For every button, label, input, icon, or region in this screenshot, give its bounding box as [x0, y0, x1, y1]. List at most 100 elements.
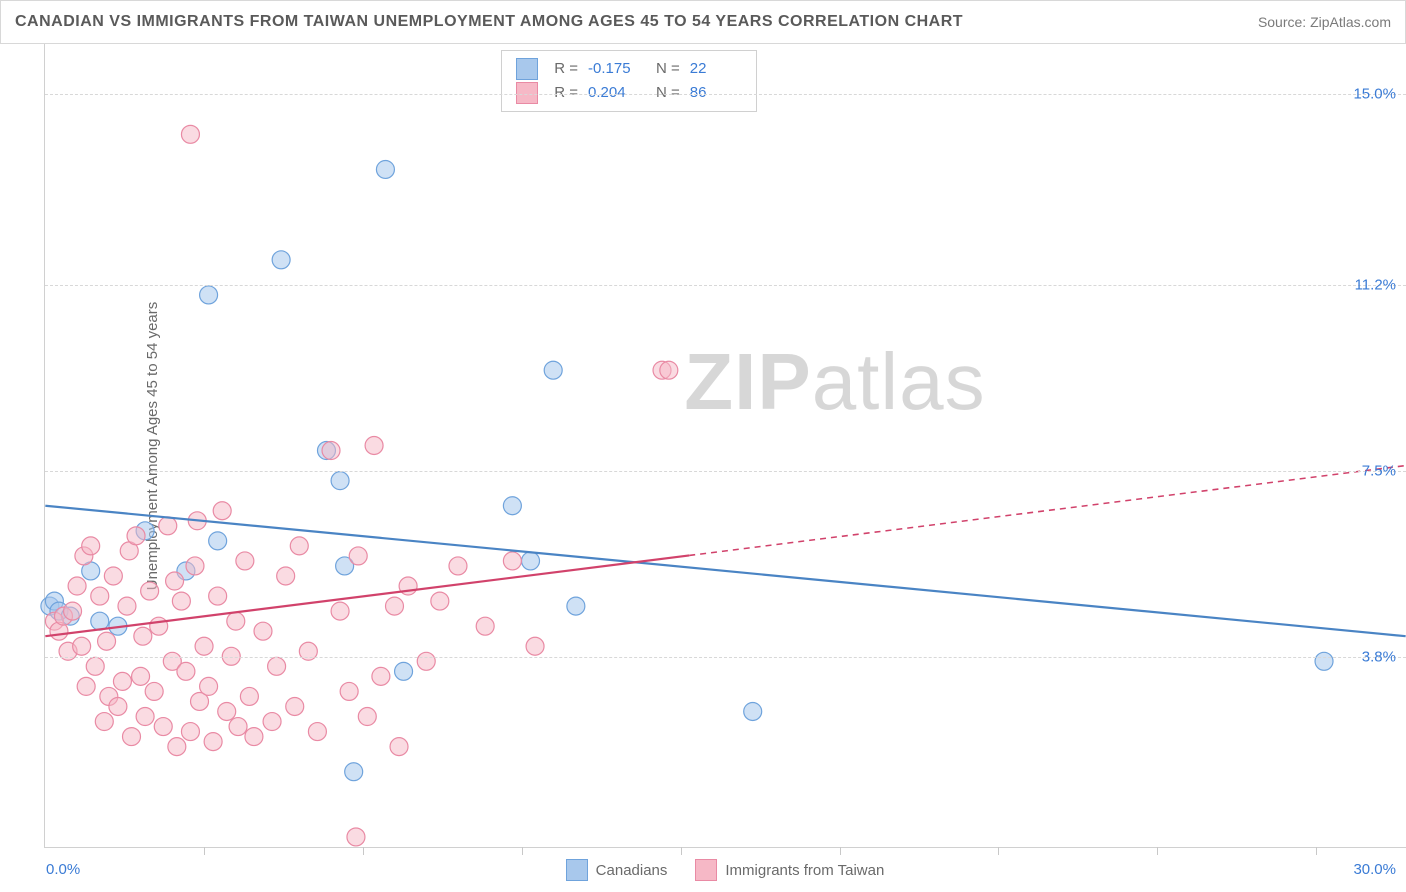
immigrants-point — [159, 517, 177, 535]
canadians-point — [567, 597, 585, 615]
legend-swatch — [516, 82, 538, 104]
n-value: 86 — [690, 81, 742, 105]
immigrants-point — [268, 657, 286, 675]
chart-title: CANADIAN VS IMMIGRANTS FROM TAIWAN UNEMP… — [15, 13, 1258, 31]
immigrants-point — [145, 682, 163, 700]
n-label: N = — [656, 81, 680, 105]
immigrants-point — [113, 672, 131, 690]
immigrants-point — [209, 587, 227, 605]
immigrants-point — [476, 617, 494, 635]
immigrants-point — [181, 125, 199, 143]
immigrants-trendline-extrapolated — [689, 466, 1405, 556]
gridline — [45, 285, 1406, 286]
immigrants-point — [154, 718, 172, 736]
n-label: N = — [656, 57, 680, 81]
immigrants-point — [236, 552, 254, 570]
immigrants-point — [172, 592, 190, 610]
y-tick-label: 7.5% — [1362, 463, 1396, 480]
immigrants-point — [82, 537, 100, 555]
correlation-legend-row: R =0.204N =86 — [516, 81, 742, 105]
y-tick-label: 3.8% — [1362, 649, 1396, 666]
immigrants-point — [123, 728, 141, 746]
immigrants-point — [91, 587, 109, 605]
immigrants-point — [322, 442, 340, 460]
gridline — [45, 94, 1406, 95]
canadians-point — [376, 160, 394, 178]
canadians-point — [522, 552, 540, 570]
r-value: -0.175 — [588, 57, 640, 81]
canadians-point — [395, 662, 413, 680]
immigrants-point — [168, 738, 186, 756]
immigrants-point — [200, 677, 218, 695]
correlation-legend-row: R = -0.175 N = 22 — [516, 57, 742, 81]
canadians-point — [744, 703, 762, 721]
immigrants-point — [95, 713, 113, 731]
immigrants-point — [308, 723, 326, 741]
correlation-legend: R =-0.175N =22R =0.204N =86 — [501, 50, 757, 112]
r-label: R = — [554, 81, 578, 105]
immigrants-point — [240, 687, 258, 705]
chart-svg — [45, 44, 1406, 847]
immigrants-point — [98, 632, 116, 650]
source-attribution: Source: ZipAtlas.com — [1258, 14, 1391, 30]
immigrants-point — [86, 657, 104, 675]
n-value: 22 — [690, 57, 742, 81]
immigrants-point — [177, 662, 195, 680]
legend-item: Immigrants from Taiwan — [695, 859, 884, 881]
legend-item: Canadians — [566, 859, 668, 881]
immigrants-point — [331, 602, 349, 620]
immigrants-point — [109, 697, 127, 715]
y-tick-label: 15.0% — [1353, 86, 1396, 103]
immigrants-point — [386, 597, 404, 615]
canadians-point — [503, 497, 521, 515]
immigrants-point — [229, 718, 247, 736]
y-tick-label: 11.2% — [1355, 277, 1396, 294]
immigrants-point — [290, 537, 308, 555]
immigrants-point — [150, 617, 168, 635]
immigrants-point — [132, 667, 150, 685]
immigrants-point — [227, 612, 245, 630]
immigrants-point — [136, 708, 154, 726]
legend-swatch — [566, 859, 588, 881]
immigrants-point — [181, 723, 199, 741]
immigrants-point — [77, 677, 95, 695]
immigrants-point — [104, 567, 122, 585]
title-bar: CANADIAN VS IMMIGRANTS FROM TAIWAN UNEMP… — [0, 0, 1406, 44]
immigrants-point — [186, 557, 204, 575]
immigrants-point — [166, 572, 184, 590]
legend-label: Canadians — [596, 862, 668, 879]
immigrants-point — [263, 713, 281, 731]
immigrants-point — [213, 502, 231, 520]
immigrants-point — [431, 592, 449, 610]
immigrants-point — [526, 637, 544, 655]
canadians-point — [91, 612, 109, 630]
canadians-point — [200, 286, 218, 304]
immigrants-point — [390, 738, 408, 756]
immigrants-point — [372, 667, 390, 685]
canadians-trendline — [45, 506, 1405, 636]
canadians-point — [272, 251, 290, 269]
immigrants-point — [347, 828, 365, 846]
plot-area: ZIPatlas R =-0.175N =22R =0.204N =86 3.8… — [44, 44, 1406, 848]
immigrants-point — [141, 582, 159, 600]
immigrants-point — [134, 627, 152, 645]
immigrants-point — [68, 577, 86, 595]
immigrants-point — [660, 361, 678, 379]
legend-swatch — [516, 58, 538, 80]
immigrants-point — [195, 637, 213, 655]
immigrants-point — [365, 437, 383, 455]
immigrants-point — [64, 602, 82, 620]
immigrants-point — [118, 597, 136, 615]
canadians-point — [544, 361, 562, 379]
gridline — [45, 657, 1406, 658]
immigrants-point — [254, 622, 272, 640]
r-label: R = — [554, 57, 578, 81]
canadians-point — [209, 532, 227, 550]
immigrants-point — [277, 567, 295, 585]
immigrants-point — [204, 733, 222, 751]
immigrants-point — [340, 682, 358, 700]
legend-label: Immigrants from Taiwan — [725, 862, 884, 879]
immigrants-point — [417, 652, 435, 670]
immigrants-point — [349, 547, 367, 565]
immigrants-point — [358, 708, 376, 726]
